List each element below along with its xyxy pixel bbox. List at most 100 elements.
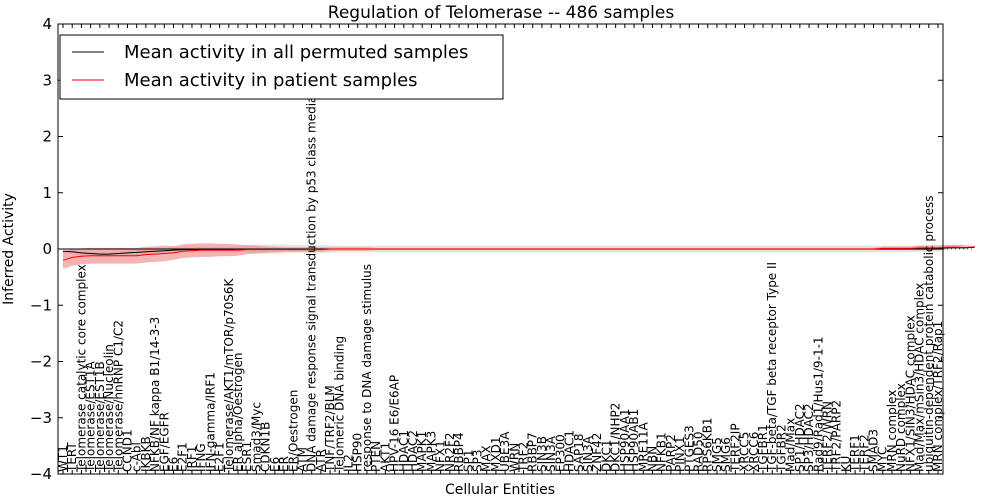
x-tick-label: SP3: [471, 450, 485, 473]
x-tick-label: Telomerase/EST1B: [93, 361, 107, 473]
x-tick-label: Telomerase/AKT1/mTOR/p70S6K: [222, 277, 236, 473]
x-tick-label: MRN complex/TRF2/Rap1: [931, 321, 945, 472]
permuted-band: [63, 243, 975, 257]
x-tick-label: Telomerase catalytic core complex: [74, 264, 88, 473]
x-tick-label: SP1/HDAC2: [793, 403, 807, 472]
x-axis-label: Cellular Entities: [445, 482, 555, 498]
x-tick-label: RPS6KB1: [701, 417, 715, 472]
legend: Mean activity in all permuted samples Mea…: [59, 34, 504, 100]
x-tick-label: EGF/EGFR: [157, 412, 171, 472]
x-tick-label: MRE11A: [636, 421, 650, 472]
x-tick-label: ER: [277, 456, 291, 472]
x-tick-label: SIN3A: [544, 435, 558, 472]
x-tick-label: Mad/Max/mSin3/HDAC complex: [913, 283, 927, 472]
x-tick-label: Smad3/Myc: [249, 402, 263, 472]
x-tick-label: TGF-beta/TGF beta receptor Type II: [765, 262, 779, 473]
x-tick-label: WRN: [507, 443, 521, 472]
y-tick-label: −1: [30, 296, 52, 314]
x-tick-label: Telomerase/EST1A: [84, 360, 98, 473]
x-tick-label: RBBP7: [526, 432, 540, 472]
x-tick-label: TRF2/PARP2: [830, 400, 844, 473]
x-tick-label: DNA damage response signal transduction …: [305, 79, 319, 472]
legend-box: [59, 34, 504, 100]
x-tick-label: DKC1/NHP2: [609, 403, 623, 472]
x-tick-label: TERF2: [857, 434, 871, 473]
x-tick-label: PINX1: [673, 436, 687, 472]
x-tick-label: SP3/HDAC2: [802, 403, 816, 472]
x-tick-label: Telomerase/hnRNP C1/C2: [111, 320, 125, 473]
series-line-patient: [62, 246, 975, 261]
x-tick-label: HPV-16 E6/E6AP: [388, 375, 402, 472]
x-tick-label: ATR: [314, 449, 328, 472]
x-tick-label: TGFBR2: [774, 424, 788, 473]
y-tick-label: −2: [30, 353, 52, 371]
x-tick-label: TNF/TRF2/BLM: [323, 385, 337, 473]
x-tick-label: Telomerase/Nucleolin: [102, 344, 116, 473]
y-tick-label: −4: [30, 465, 52, 483]
chart-title: Regulation of Telomerase -- 486 samples: [328, 3, 675, 23]
x-tick-label: SMG6: [719, 437, 733, 472]
x-tick-label: TRF2: [517, 442, 531, 473]
x-tick-label: NFKB1: [655, 432, 669, 472]
x-tick-label: IRF1: [185, 446, 199, 472]
y-tick-label: 3: [42, 71, 52, 89]
x-tick-label: Mad/Max: [784, 418, 798, 472]
x-tick-label: MAPK1: [415, 431, 429, 472]
x-tick-label: HDAC1: [397, 430, 411, 472]
x-tick-label: SAP18: [572, 433, 586, 472]
y-tick-label: 1: [42, 184, 52, 202]
legend-label: Mean activity in patient samples: [124, 70, 418, 91]
x-tick-label: UBE3A: [498, 431, 512, 472]
x-tick-label: Telomeric DNA binding: [332, 336, 346, 473]
x-tick-label: HSP90: [351, 433, 365, 472]
x-tick-label: Rad9/Rad1/Hus1/9-1-1: [811, 336, 825, 472]
x-tick-label: E6: [268, 457, 282, 472]
x-tick-label: MXD1: [489, 437, 503, 472]
x-tick-label: TGFBR1: [756, 424, 770, 473]
x-tick-label: PARP2: [664, 434, 678, 472]
y-tick-label: −3: [30, 409, 52, 427]
y-tick-label: 4: [42, 15, 52, 33]
x-tick-label: c-Abl: [130, 442, 144, 472]
x-tick-label: HSP90AB1: [627, 409, 641, 472]
x-tick-label: TERT: [65, 442, 79, 473]
x-tick-label: PTGES3: [682, 425, 696, 472]
x-tick-label: ESR1: [240, 441, 254, 472]
x-tick-label: ubiquitin-dependent protein catabolic pr…: [922, 196, 936, 472]
x-tick-label: E6: [167, 457, 181, 472]
x-tick-label: DKC1: [599, 440, 613, 472]
x-tick-label: AKT1: [378, 442, 392, 472]
x-tick-label: CCND1: [121, 429, 135, 472]
x-tick-label: NFX1: [434, 440, 448, 472]
x-tick-label: KU: [839, 456, 853, 472]
x-tick-label: RAD50: [692, 431, 706, 472]
x-tick-label: MRN complex: [885, 390, 899, 472]
x-tick-label: NFKB/NF kappa B1/14-3-3: [148, 317, 162, 472]
x-tick-label: IKBKB: [139, 436, 153, 472]
x-tick-label: EP300: [553, 434, 567, 472]
x-tick-label: MAPK3: [424, 431, 438, 472]
x-tick-label: SIN3A: [581, 435, 595, 472]
x-tick-label: ATM: [296, 447, 310, 472]
y-axis-label: Inferred Activity: [1, 193, 17, 305]
x-tick-label: SP1: [461, 450, 475, 473]
x-tick-label: SIN3B: [535, 436, 549, 472]
x-tick-label: ER alpha/Oestrogen: [231, 353, 245, 472]
x-tick-label: IFN-gamma/IRF1: [203, 372, 217, 472]
x-tick-label: XRCC5: [738, 432, 752, 472]
x-tick-label: NBN: [646, 446, 660, 472]
x-tick-label: HDAC2: [406, 430, 420, 472]
x-tick-label: ER/Oestrogen: [286, 390, 300, 472]
x-tick-label: SMAD3: [867, 429, 881, 472]
x-tick-label: MYC: [876, 447, 890, 472]
x-tick-label: TERF1: [848, 434, 862, 473]
x-tick-label: NFX1/SIN3/HDAC complex: [903, 315, 917, 472]
x-tick-label: MAX: [480, 445, 494, 472]
y-tick-label: 0: [42, 240, 52, 258]
x-tick-label: IFNG: [194, 443, 208, 472]
y-tick-label: 2: [42, 128, 52, 146]
x-tick-label: NR2F2: [443, 433, 457, 473]
x-tick-label: SMG5: [710, 437, 724, 472]
